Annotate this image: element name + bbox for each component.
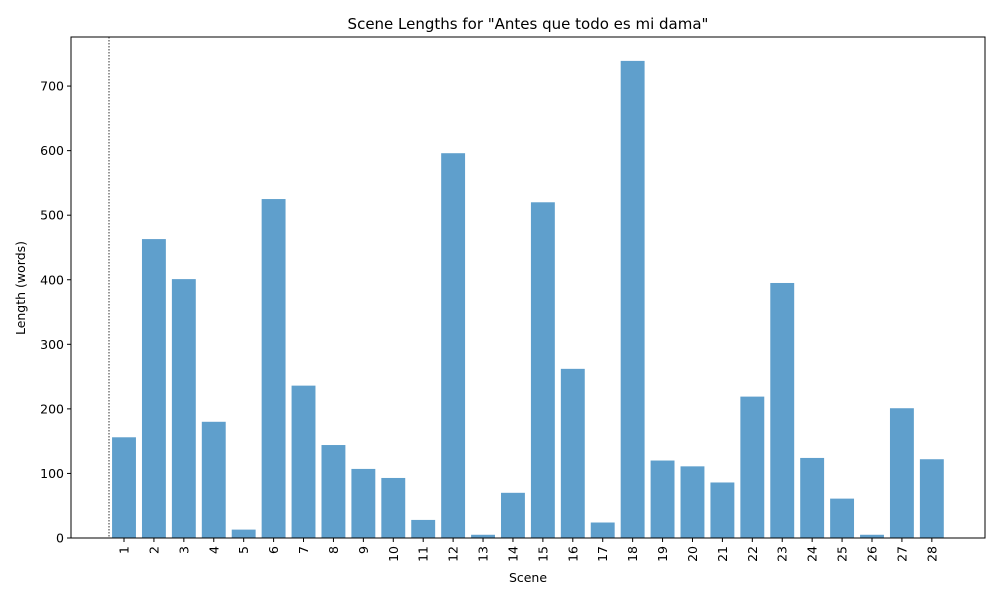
x-tick-label: 10 — [386, 546, 401, 562]
x-tick-label: 19 — [655, 546, 670, 562]
x-tick-label: 6 — [266, 546, 281, 554]
bar-scene-3 — [171, 279, 196, 538]
bar-scene-1 — [112, 437, 136, 538]
bar-scene-17 — [590, 522, 615, 538]
bar-scene-13 — [471, 534, 495, 538]
x-tick-label: 28 — [924, 546, 939, 562]
x-tick-label: 25 — [835, 546, 850, 562]
bar-scene-4 — [201, 421, 226, 538]
y-tick-label: 100 — [40, 466, 64, 481]
x-tick-label: 23 — [775, 546, 790, 562]
x-tick-label: 15 — [535, 546, 550, 562]
y-tick-label: 700 — [40, 79, 64, 94]
x-tick-label: 5 — [236, 546, 251, 554]
x-tick-label: 24 — [805, 546, 820, 562]
bar-scene-14 — [501, 492, 525, 538]
x-tick-label: 11 — [416, 546, 431, 562]
x-tick-label: 20 — [685, 546, 700, 562]
x-tick-label: 18 — [625, 546, 640, 562]
x-tick-label: 16 — [565, 546, 580, 562]
x-tick-label: 26 — [865, 546, 880, 562]
x-tick-label: 22 — [745, 546, 760, 562]
bar-scene-8 — [321, 445, 346, 538]
x-tick-label: 8 — [326, 546, 341, 554]
bar-scene-21 — [710, 482, 735, 538]
bar-scene-28 — [919, 459, 944, 538]
bar-scene-24 — [800, 457, 825, 538]
x-tick-label: 3 — [176, 546, 191, 554]
y-tick-label: 600 — [40, 143, 64, 158]
bar-scene-27 — [889, 408, 914, 538]
y-tick-label: 300 — [40, 337, 64, 352]
bar-scene-20 — [680, 466, 705, 538]
x-tick-label: 17 — [595, 546, 610, 562]
x-tick-label: 13 — [476, 546, 491, 562]
bar-scene-9 — [351, 468, 376, 538]
x-tick-label: 12 — [446, 546, 461, 562]
bar-scene-6 — [261, 199, 286, 539]
bar-scene-18 — [620, 60, 645, 538]
bar-scene-12 — [441, 153, 466, 538]
y-axis-label: Length (words) — [13, 241, 28, 335]
bar-scene-25 — [830, 498, 855, 538]
bar-scene-15 — [530, 202, 555, 538]
x-tick-label: 27 — [894, 546, 909, 562]
x-tick-label: 21 — [715, 546, 730, 562]
bar-scene-22 — [740, 396, 765, 538]
bar-scene-5 — [231, 529, 256, 538]
bar-scene-10 — [381, 477, 406, 538]
bar-scene-16 — [560, 368, 585, 538]
y-tick-label: 400 — [40, 272, 64, 287]
x-tick-label: 4 — [206, 546, 221, 554]
chart-title: Scene Lengths for "Antes que todo es mi … — [348, 15, 709, 33]
bar-scene-2 — [141, 239, 166, 538]
bar-scene-23 — [770, 282, 795, 538]
x-tick-label: 7 — [296, 546, 311, 554]
x-tick-label: 14 — [505, 546, 520, 562]
bar-scene-11 — [411, 519, 436, 538]
x-tick-label: 9 — [356, 546, 371, 554]
bar-scene-26 — [860, 534, 884, 538]
plot-frame — [70, 36, 986, 539]
x-axis-label: Scene — [509, 570, 547, 585]
y-tick-label: 500 — [40, 208, 64, 223]
y-tick-label: 0 — [56, 531, 64, 546]
bar-scene-19 — [650, 460, 675, 538]
bar-scene-7 — [291, 385, 316, 538]
x-tick-label: 1 — [117, 546, 132, 554]
x-tick-label: 2 — [146, 546, 161, 554]
y-tick-label: 200 — [40, 401, 64, 416]
